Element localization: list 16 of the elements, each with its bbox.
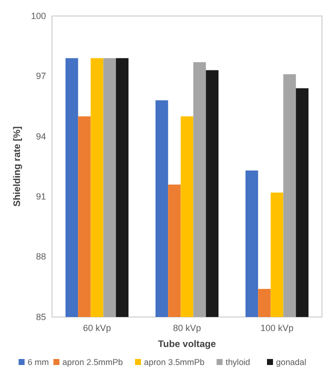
y-axis-title: Shielding rate [%] — [12, 126, 23, 207]
legend-label: 6 mm — [28, 357, 49, 367]
y-tick-label: 88 — [36, 252, 46, 262]
x-tick-label: 100 kVp — [260, 323, 294, 333]
y-tick-label: 94 — [36, 131, 46, 142]
legend-label: thyloid — [226, 357, 250, 367]
x-axis-title: Tube voltage — [158, 339, 216, 350]
y-tick-label: 91 — [36, 191, 46, 202]
y-tick-label: 100 — [30, 10, 46, 21]
legend-label: apron 3.5mmPb — [144, 357, 205, 367]
x-tick-label: 80 kVp — [172, 323, 202, 333]
x-tick-label: 60 kVp — [82, 323, 112, 333]
legend-label: apron 2.5mmPb — [62, 357, 124, 367]
y-tick-label: 85 — [36, 312, 46, 322]
legend-label: gonadal — [276, 357, 306, 367]
y-tick-label: 97 — [36, 71, 46, 82]
